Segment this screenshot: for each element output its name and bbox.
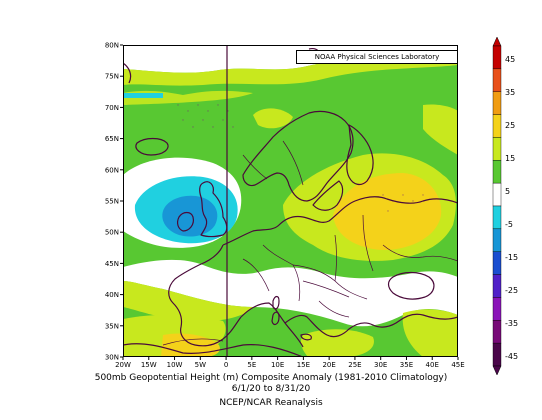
yellow-anomaly-east	[333, 173, 442, 250]
longitude-ticks: 20W 15W 10W 5W 0 5E 10E 15E 20E 25E 30E 35E 40E 45E	[115, 357, 465, 369]
lon-tick-label: 10E	[271, 361, 284, 369]
caption-line-2: 6/1/20 to 8/31/20	[231, 384, 311, 394]
lat-tick-label: 60N	[105, 166, 119, 174]
colorbar-label: -5	[505, 220, 513, 229]
lon-tick-label: 40E	[426, 361, 439, 369]
colorbar-label: -15	[505, 253, 518, 262]
map-frame	[123, 45, 458, 357]
map-svg	[123, 45, 458, 357]
ireland-coast	[177, 211, 194, 232]
lon-tick-label: 35E	[400, 361, 413, 369]
baltic-coast	[312, 180, 344, 211]
colorbar-swatch	[492, 45, 502, 70]
lat-tick-label: 55N	[105, 198, 119, 206]
lon-tick-label: 25E	[348, 361, 361, 369]
colorbar-label: -25	[505, 286, 518, 295]
colorbar-label: 5	[505, 187, 510, 196]
cyan-strip-northwest	[123, 93, 163, 98]
scandinavia-coast	[242, 110, 354, 202]
lightgreen-southeast	[402, 309, 458, 357]
lat-tick-label: 50N	[105, 229, 119, 237]
iceland-coast	[135, 137, 169, 156]
latitude-ticks: 80N 75N 70N 65N 60N 55N 50N 45N 40N 35N 30N	[105, 42, 123, 362]
colorbar-label: 45	[505, 55, 515, 64]
lightgreen-south-central	[300, 329, 374, 357]
colorbar-swatch	[492, 137, 502, 161]
lon-tick-label: 0	[224, 361, 228, 369]
black-sea-coast	[387, 271, 435, 300]
lat-tick-label: 30N	[105, 354, 119, 362]
sardinia-coast	[271, 311, 280, 326]
colorbar-swatch	[492, 251, 502, 275]
sicily-coast	[300, 333, 312, 341]
lon-tick-label: 20W	[115, 361, 131, 369]
lon-tick-label: 10W	[167, 361, 183, 369]
colorbar-swatch	[492, 182, 502, 207]
blue-anomaly-core	[162, 195, 218, 237]
caption-line-3: NCEP/NCAR Reanalysis	[219, 398, 323, 408]
lon-tick-label: 5W	[195, 361, 206, 369]
anomaly-map	[123, 45, 458, 357]
lat-tick-label: 75N	[105, 73, 119, 81]
lat-tick-label: 65N	[105, 135, 119, 143]
lon-tick-label: 15E	[297, 361, 310, 369]
north-coast-europe	[222, 196, 458, 246]
colorbar-swatch	[492, 160, 502, 184]
colorbar: 45 35 25 15 5 -5 -15 -25 -35 -45	[492, 36, 518, 376]
colorbar-label: 25	[505, 121, 515, 130]
lat-tick-label: 70N	[105, 104, 119, 112]
lat-tick-label: 45N	[105, 260, 119, 268]
caption-line-1: 500mb Geopotential Height (m) Composite …	[94, 373, 448, 383]
colorbar-label: -35	[505, 319, 518, 328]
lon-tick-label: 15W	[141, 361, 157, 369]
britain-coast	[199, 181, 228, 238]
lightgreen-northeast	[423, 104, 458, 155]
colorbar-swatch	[492, 297, 502, 321]
lon-tick-label: 30E	[374, 361, 387, 369]
colorbar-label: -45	[505, 352, 518, 361]
north-africa-coast	[123, 343, 304, 357]
white-anomaly-south	[123, 259, 458, 327]
lon-tick-label: 45E	[451, 361, 464, 369]
colorbar-swatch	[492, 114, 502, 138]
lat-tick-label: 80N	[105, 42, 119, 50]
colorbar-label: 15	[505, 154, 515, 163]
lightgreen-patch-norway	[253, 108, 293, 129]
colorbar-swatch	[492, 91, 502, 115]
colorbar-swatch	[492, 205, 502, 230]
country-borders	[162, 140, 458, 346]
greenland-coast	[123, 62, 132, 84]
colorbar-label: 35	[505, 88, 515, 97]
lon-tick-label: 20E	[322, 361, 335, 369]
finland-coast	[346, 124, 374, 186]
lightgreen-iberia	[123, 281, 253, 322]
colorbar-swatch	[492, 320, 502, 344]
colorbar-swatch	[492, 274, 502, 298]
lat-tick-label: 35N	[105, 322, 119, 330]
lat-tick-label: 40N	[105, 291, 119, 299]
mediterranean-coast	[240, 302, 458, 348]
colorbar-swatch	[492, 342, 502, 367]
colorbar-swatch	[492, 228, 502, 252]
colorbar-swatch	[492, 68, 502, 92]
corsica-coast	[272, 295, 280, 310]
lon-tick-label: 5E	[247, 361, 256, 369]
credit-box: NOAA Physical Sciences Laboratory	[296, 50, 458, 64]
colorbar-top-arrow	[492, 36, 502, 47]
